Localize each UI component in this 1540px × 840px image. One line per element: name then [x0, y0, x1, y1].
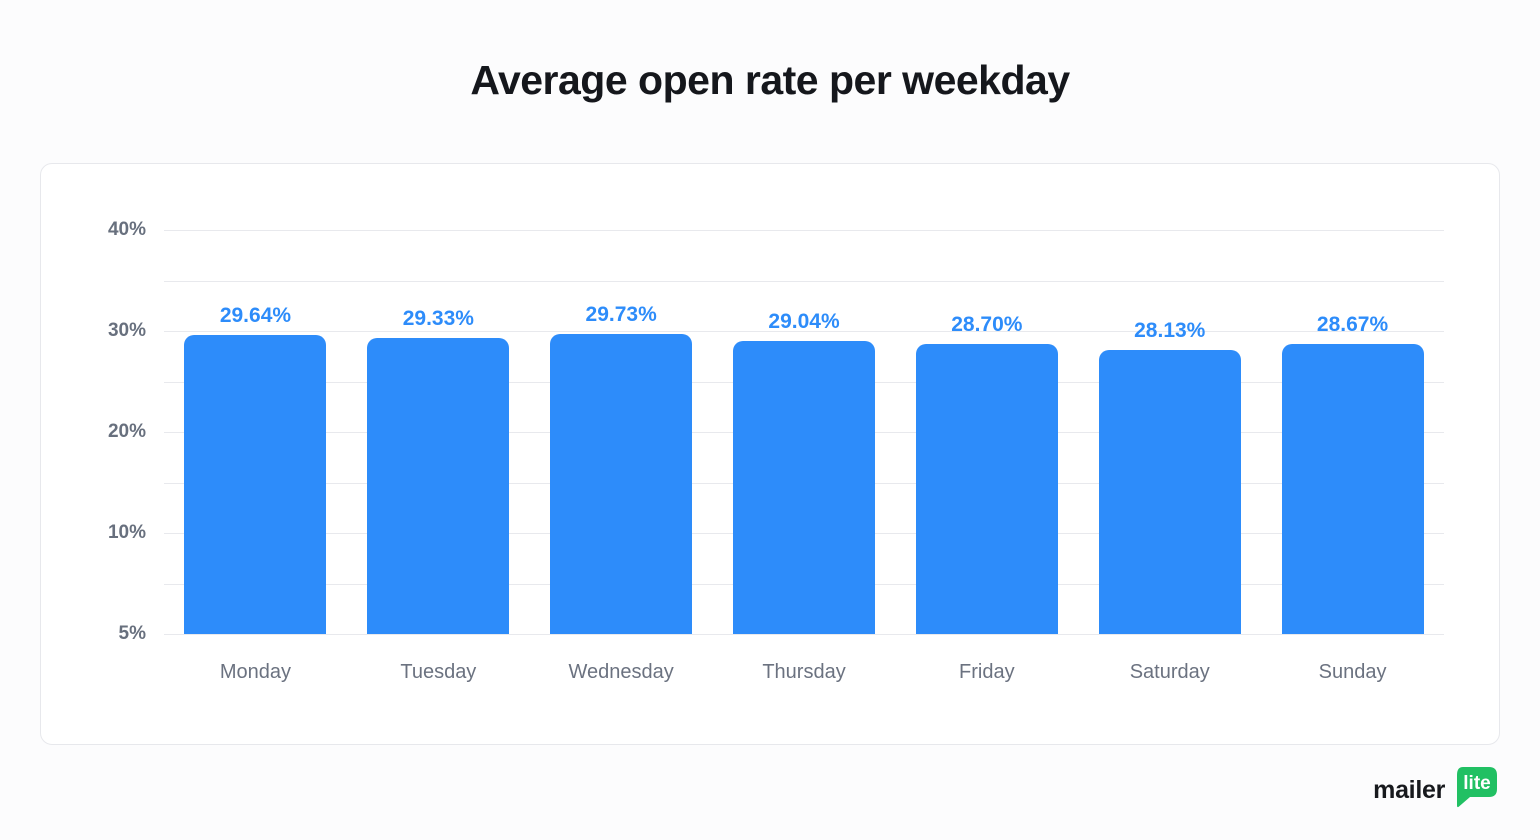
chart-card: 40% 30% 20% 10% 5% 29.64% Monday 29.33% Tuesday 2…: [40, 163, 1500, 745]
bar-saturday: [1098, 349, 1241, 634]
page-title: Average open rate per weekday: [470, 57, 1070, 103]
bar-friday: [915, 344, 1058, 634]
y-axis-tick-label: 40%: [107, 219, 146, 240]
speech-bubble-icon: [1457, 767, 1497, 808]
bar-value-label: 29.64%: [219, 303, 292, 327]
y-axis-tick-label: 20%: [107, 421, 146, 442]
bar-value-label: 29.73%: [585, 302, 657, 326]
bar-thursday: [733, 340, 875, 634]
bar-sunday: [1281, 344, 1424, 634]
mailerlite-badge-label: lite: [1463, 773, 1490, 794]
x-axis-category-label: Saturday: [1129, 661, 1210, 683]
bar-wednesday: [550, 333, 693, 634]
x-axis-category-label: Monday: [219, 661, 292, 683]
y-axis-tick-label: 30%: [107, 320, 146, 341]
bar-value-label: 28.13%: [1134, 318, 1206, 342]
major-gridline: [164, 230, 1444, 231]
x-axis-category-label: Tuesday: [400, 661, 477, 683]
x-axis-category-label: Thursday: [762, 661, 846, 683]
bar-tuesday: [367, 337, 510, 634]
bar-value-label: 29.33%: [402, 306, 474, 330]
major-gridline: [164, 634, 1444, 635]
y-axis-tick-label: 5%: [118, 623, 146, 644]
major-gridline: [164, 331, 1444, 332]
mailerlite-logo: mailer lite: [1373, 766, 1500, 810]
bar-chart-plot-area: 40% 30% 20% 10% 5% 29.64% Monday 29.33% Tuesday 2…: [41, 164, 1499, 744]
bar-value-label: 28.67%: [1316, 313, 1389, 337]
bar-value-label: 28.70%: [951, 313, 1023, 337]
x-axis-category-label: Wednesday: [568, 661, 674, 683]
x-axis-category-label: Sunday: [1318, 661, 1387, 683]
minor-gridline: [164, 280, 1444, 282]
y-axis-tick-label: 10%: [107, 522, 146, 543]
bar-value-label: 29.04%: [768, 309, 840, 333]
mailerlite-lite-badge: lite: [1457, 767, 1497, 808]
mailerlite-logo-text: mailer: [1373, 776, 1445, 804]
x-axis-category-label: Friday: [959, 661, 1015, 683]
bar-monday: [184, 334, 327, 634]
